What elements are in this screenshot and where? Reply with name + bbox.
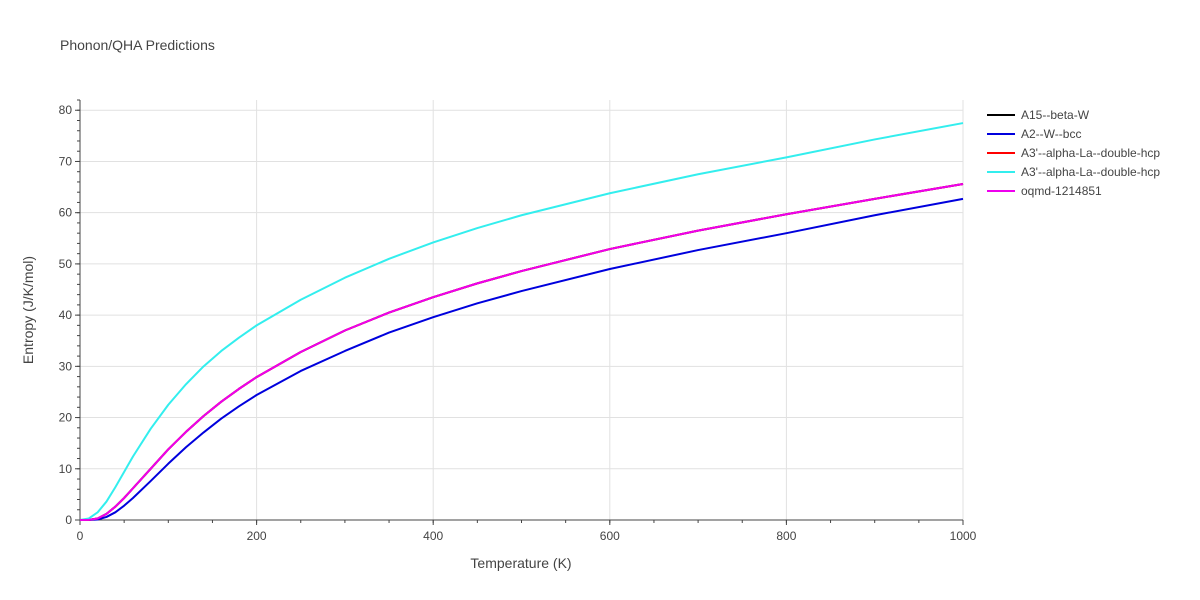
x-tick-label: 1000 [950, 529, 977, 543]
x-tick-label: 200 [247, 529, 267, 543]
chart-title: Phonon/QHA Predictions [60, 37, 215, 53]
axes [75, 99, 964, 525]
y-tick-label: 10 [59, 462, 73, 476]
grid-lines [80, 100, 964, 520]
y-tick-label: 40 [59, 308, 73, 322]
x-tick-label: 0 [77, 529, 84, 543]
y-tick-label: 30 [59, 359, 73, 373]
y-tick-label: 80 [59, 103, 73, 117]
y-axis-title: Entropy (J/K/mol) [20, 256, 36, 364]
y-tick-label: 50 [59, 257, 73, 271]
series-line-3 [79, 122, 964, 521]
legend-item-2[interactable]: A3'--alpha-La--double-hcp [987, 146, 1160, 160]
series-lines [79, 122, 964, 521]
legend[interactable]: A15--beta-W A2--W--bcc A3'--alpha-La--doub… [987, 108, 1160, 198]
legend-label: A3'--alpha-La--double-hcp [1021, 165, 1160, 179]
x-tick-label: 800 [776, 529, 796, 543]
y-tick-label: 20 [59, 411, 73, 425]
legend-label: A2--W--bcc [1021, 127, 1081, 141]
series-line-1 [79, 197, 964, 521]
y-tick-label: 60 [59, 206, 73, 220]
y-tick-label: 70 [59, 154, 73, 168]
legend-item-1[interactable]: A2--W--bcc [987, 127, 1081, 141]
legend-item-3[interactable]: A3'--alpha-La--double-hcp [987, 165, 1160, 179]
series-line-4 [79, 183, 964, 521]
x-tick-label: 600 [600, 529, 620, 543]
series-line-0 [79, 183, 964, 521]
legend-label: A15--beta-W [1021, 108, 1090, 122]
x-tick-label: 400 [423, 529, 443, 543]
legend-item-0[interactable]: A15--beta-W [987, 108, 1090, 122]
x-axis-ticks: 0 200 400 600 800 1000 [77, 529, 977, 543]
y-axis-ticks: 0 10 20 30 40 50 60 70 80 [59, 103, 73, 527]
legend-label: oqmd-1214851 [1021, 184, 1102, 198]
y-tick-label: 0 [65, 513, 72, 527]
x-axis-title: Temperature (K) [470, 555, 571, 571]
series-line-2 [79, 183, 964, 521]
legend-label: A3'--alpha-La--double-hcp [1021, 146, 1160, 160]
legend-item-4[interactable]: oqmd-1214851 [987, 184, 1102, 198]
